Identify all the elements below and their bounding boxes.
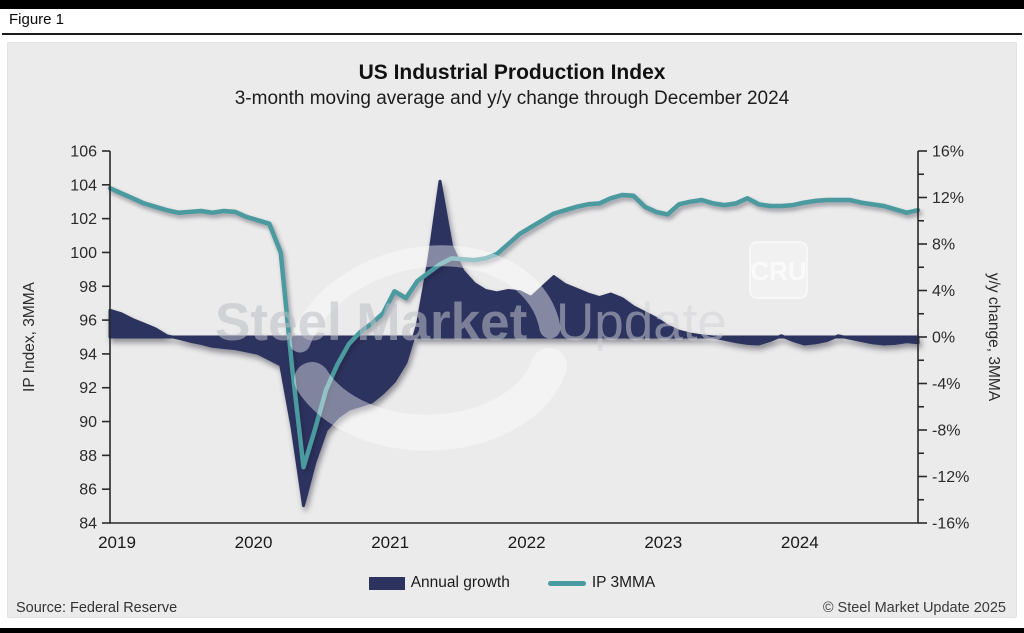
left-tick-label: 98: [79, 279, 97, 296]
figure-label: Figure 1: [9, 11, 65, 28]
watermark-text-bold: Steel Market: [215, 293, 527, 352]
bottom-black-bar: [0, 628, 1024, 633]
right-tick-label: -8%: [932, 423, 960, 440]
ip-3mma-swatch: [547, 580, 586, 586]
smu-swoosh-logo-icon: [289, 245, 567, 451]
source-note: Source: Federal Reserve: [16, 600, 178, 616]
right-tick-label: -16%: [932, 516, 969, 533]
legend: Annual growth IP 3MMA: [0, 574, 1024, 592]
left-tick-label: 84: [79, 516, 97, 533]
watermark-layer: Steel Market Update CRU: [215, 241, 808, 451]
x-tick-label: 2022: [508, 533, 546, 552]
right-tick-label: 0%: [932, 330, 955, 347]
chart-title: US Industrial Production Index: [358, 61, 666, 84]
cru-logo-watermark: CRU: [749, 241, 808, 299]
left-tick-label: 90: [79, 414, 97, 431]
right-tick-label: 16%: [932, 144, 964, 161]
left-tick-label: 102: [70, 211, 97, 228]
x-tick-label: 2021: [371, 533, 409, 552]
right-axis-ticks: -16% -12% -8% -4% 0% 4% 8% 12% 16%: [918, 144, 969, 533]
left-tick-label: 94: [79, 346, 97, 363]
x-tick-label: 2023: [644, 533, 682, 552]
top-black-bar: [0, 0, 1024, 9]
left-tick-label: 104: [70, 177, 97, 194]
x-tick-label: 2024: [781, 533, 819, 552]
figure-rule: [2, 33, 1022, 35]
legend-item-annual-growth: Annual growth: [368, 574, 510, 592]
right-tick-label: -12%: [932, 469, 969, 486]
right-tick-label: 8%: [932, 237, 955, 254]
left-tick-label: 100: [70, 245, 97, 262]
left-tick-label: 88: [79, 448, 97, 465]
annual-growth-swatch: [368, 576, 405, 590]
chart-subtitle: 3-month moving average and y/y change th…: [234, 88, 790, 109]
legend-item-ip-3mma: IP 3MMA: [547, 574, 656, 592]
x-tick-label: 2020: [235, 533, 273, 552]
ip-3mma-line: [107, 185, 921, 470]
cru-logo-text: CRU: [750, 256, 806, 286]
left-tick-label: 106: [70, 144, 97, 161]
watermark-text-light: Update: [556, 293, 727, 352]
right-tick-label: -4%: [932, 376, 960, 393]
series-layer: [107, 179, 921, 508]
watermark-text: Steel Market Update: [215, 293, 727, 352]
left-axis-title: IP Index, 3MMA: [21, 281, 38, 392]
right-tick-label: 4%: [932, 283, 955, 300]
annual-growth-area: [108, 179, 920, 508]
left-tick-label: 96: [79, 313, 97, 330]
copyright-note: © Steel Market Update 2025: [822, 600, 1006, 616]
legend-label-annual-growth: Annual growth: [410, 574, 510, 591]
right-tick-label: 12%: [932, 190, 964, 207]
right-axis-title: y/y change, 3MMA: [985, 273, 1002, 402]
left-tick-label: 92: [79, 380, 97, 397]
legend-label-ip-3mma: IP 3MMA: [591, 574, 656, 591]
cru-logo-box: [749, 241, 808, 299]
left-tick-label: 86: [79, 482, 97, 499]
x-tick-label: 2019: [98, 533, 136, 552]
left-axis-ticks: 84 86 88 90 92 94 96 98 100 102 104 106: [70, 144, 110, 533]
x-axis-labels: 2019 2020 2021 2022 2023 2024: [98, 533, 819, 552]
axes-layer: 8486889092949698100102104106-16%-12%-8%-…: [21, 144, 1002, 553]
